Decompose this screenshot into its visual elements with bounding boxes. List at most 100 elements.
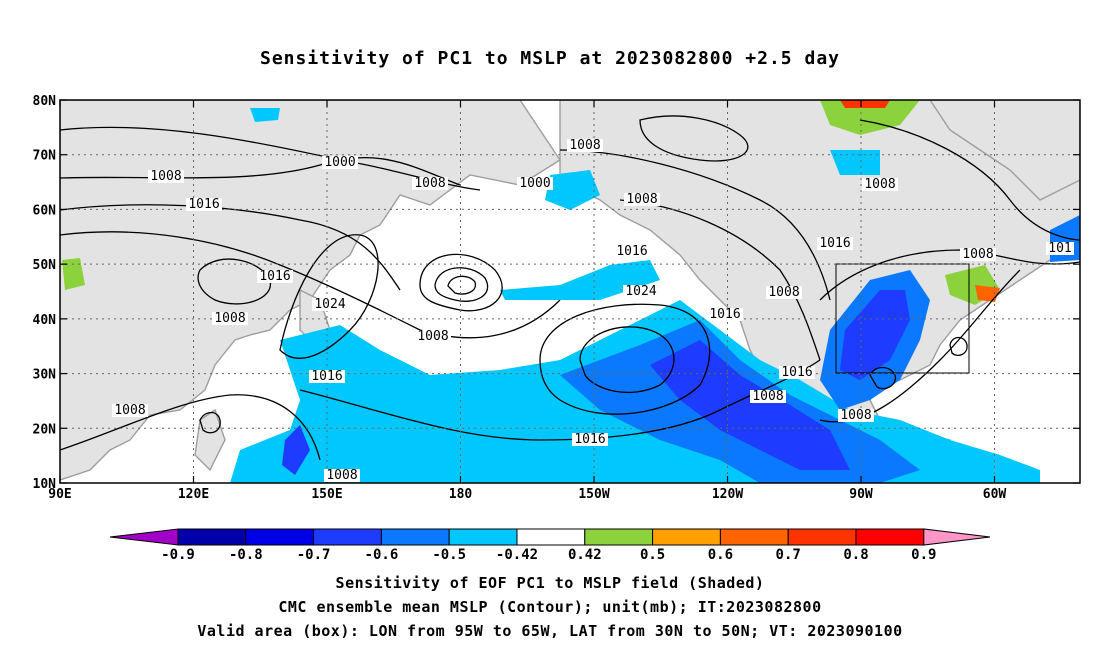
- lat-label: 30N: [33, 368, 57, 383]
- contour-label-bg: [212, 312, 248, 325]
- colorbar-label: -0.8: [229, 547, 263, 563]
- contour-line: [579, 326, 675, 393]
- colorbar-label: 0.42: [568, 547, 602, 563]
- lat-label: 20N: [33, 422, 57, 437]
- colorbar-swatch: [380, 528, 450, 546]
- contour-label-bg: [322, 156, 358, 169]
- contour-label-bg: [148, 170, 184, 183]
- contour-line: [434, 267, 489, 302]
- shade-greenland-green: [820, 100, 920, 135]
- colorbar-min-triangle: [109, 528, 179, 546]
- colorbar-label: 0.6: [708, 547, 733, 563]
- contour-label: 1016: [709, 307, 740, 322]
- contour-label-bg: [309, 370, 345, 383]
- contour-label-bg: [623, 285, 659, 298]
- contour-label: 1016: [819, 236, 850, 251]
- contour-label-bg: [624, 193, 660, 206]
- colorbar-label: 0.9: [911, 547, 936, 563]
- contour-line: [199, 411, 221, 434]
- map-frame: [59, 99, 1081, 484]
- contour-label-bg: [412, 177, 448, 190]
- colorbar-swatch: [177, 528, 247, 546]
- contour-label-bg: [324, 469, 360, 482]
- colorbar-swatch: [719, 528, 789, 546]
- contour-label: 1008: [864, 177, 895, 192]
- colorbar-swatch: [313, 528, 382, 546]
- colorbar-swatch: [584, 528, 654, 546]
- contour-label: 1000: [519, 176, 550, 191]
- colorbar-swatch: [245, 528, 315, 546]
- contour-label: 1008: [114, 403, 145, 418]
- shade-north-pacific-band: [500, 260, 660, 300]
- contour-label-bg: [838, 409, 874, 422]
- colorbar: -0.9 -0.8 -0.7 -0.6 -0.5 -0.42 0.42 0.5 0.6 0.7 0.…: [109, 528, 991, 563]
- shade-us-east-strong: [840, 290, 910, 380]
- lon-label: 60W: [983, 487, 1007, 502]
- contour-label: 1016: [311, 369, 342, 384]
- north-america-landmass: [559, 100, 1080, 483]
- colorbar-label: -0.7: [297, 547, 331, 563]
- contour-line: [639, 115, 749, 162]
- contour-label: 1008: [150, 169, 181, 184]
- contour-label: 1024: [625, 284, 656, 299]
- lat-label: 50N: [33, 258, 57, 273]
- contour-line: [60, 157, 461, 186]
- contour-label-bg: [960, 248, 996, 261]
- lon-label: 150W: [578, 487, 609, 502]
- contour-label: 1008: [626, 192, 657, 207]
- contour-label: 1008: [569, 138, 600, 153]
- shade-greenland-red: [840, 100, 890, 108]
- contour-label-bg: [707, 308, 743, 321]
- colorbar-swatch: [516, 528, 586, 546]
- lon-label: 120E: [178, 487, 209, 502]
- contour-label: 1008: [214, 311, 245, 326]
- contour-line: [279, 234, 379, 359]
- contour-line: [60, 394, 321, 461]
- contour-label-bg: [1046, 242, 1074, 255]
- caption-line-2: CMC ensemble mean MSLP (Contour); unit(m…: [278, 598, 822, 616]
- axis-ticks: [59, 99, 1080, 484]
- contour-label-bg: [862, 178, 898, 191]
- lat-label: 40N: [33, 313, 57, 328]
- contour-label: 1000: [324, 155, 355, 170]
- lon-label: 90E: [48, 487, 71, 502]
- contour-label: 1008: [768, 285, 799, 300]
- contour-label: 1008: [414, 176, 445, 191]
- contour-label-bg: [572, 433, 608, 446]
- contour-line: [60, 204, 401, 291]
- contour-label: 1008: [840, 408, 871, 423]
- lon-label: 180: [449, 487, 473, 502]
- contour-label: 1008: [962, 247, 993, 262]
- colorbar-label: -0.9: [161, 547, 195, 563]
- colorbar-swatch: [787, 528, 857, 546]
- colorbar-label: -0.5: [432, 547, 466, 563]
- caption-line-1: Sensitivity of EOF PC1 to MSLP field (Sh…: [335, 574, 765, 592]
- contour-label: 1016: [616, 244, 647, 259]
- contour-line: [819, 249, 1080, 301]
- contour-label: 1008: [326, 468, 357, 483]
- contour-label-bg: [567, 139, 603, 152]
- contour-line: [419, 253, 503, 312]
- colorbar-label: 0.7: [776, 547, 801, 563]
- colorbar-swatch: [448, 528, 518, 546]
- contour-label-bg: [186, 198, 222, 211]
- contour-label: 101: [1048, 241, 1071, 256]
- contour-label-bg: [257, 270, 293, 283]
- shade-east-pacific-strong: [650, 340, 850, 470]
- lat-label: 80N: [33, 94, 57, 109]
- contour-line: [619, 199, 821, 361]
- contour-label-bg: [517, 177, 553, 190]
- shade-arctic-blob-1: [250, 108, 280, 122]
- contour-line: [869, 366, 897, 390]
- contour-label-bg: [779, 366, 815, 379]
- contour-label: 1016: [259, 269, 290, 284]
- contour-label-bg: [817, 237, 853, 250]
- greenland-landmass: [929, 100, 1080, 201]
- colorbar-label: 0.5: [640, 547, 665, 563]
- land-layer: [60, 100, 1080, 483]
- contour-line: [197, 258, 271, 305]
- contour-label-bg: [312, 298, 348, 311]
- lat-label: 70N: [33, 149, 57, 164]
- map-title: Sensitivity of PC1 to MSLP at 2023082800…: [259, 48, 840, 69]
